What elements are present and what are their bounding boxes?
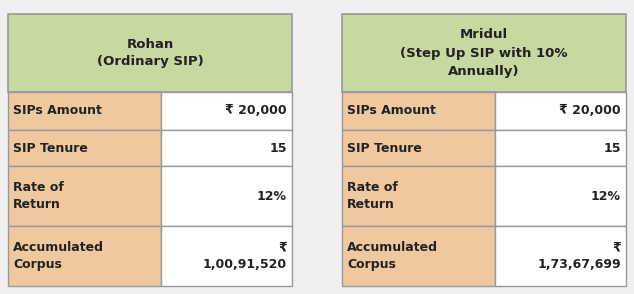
Text: ₹
1,00,91,520: ₹ 1,00,91,520 — [203, 241, 287, 270]
Bar — [495, 92, 626, 130]
Bar — [495, 226, 626, 286]
Text: 12%: 12% — [257, 190, 287, 203]
Text: ₹
1,73,67,699: ₹ 1,73,67,699 — [538, 241, 621, 270]
Text: SIP Tenure: SIP Tenure — [13, 141, 88, 155]
Text: Mridul
(Step Up SIP with 10%
Annually): Mridul (Step Up SIP with 10% Annually) — [400, 29, 568, 78]
Text: Rohan
(Ordinary SIP): Rohan (Ordinary SIP) — [96, 38, 204, 69]
Text: SIP Tenure: SIP Tenure — [347, 141, 422, 155]
Text: SIPs Amount: SIPs Amount — [347, 104, 436, 118]
Text: 15: 15 — [269, 141, 287, 155]
Bar — [342, 130, 495, 166]
Bar — [342, 14, 626, 92]
Bar — [8, 130, 162, 166]
Text: ₹ 20,000: ₹ 20,000 — [225, 104, 287, 118]
Bar — [342, 166, 495, 226]
Text: ₹ 20,000: ₹ 20,000 — [559, 104, 621, 118]
Bar — [8, 92, 162, 130]
Text: Accumulated
Corpus: Accumulated Corpus — [13, 241, 104, 271]
Bar — [342, 92, 495, 130]
Bar — [8, 14, 292, 92]
Bar — [342, 226, 495, 286]
Text: 12%: 12% — [591, 190, 621, 203]
Text: Rate of
Return: Rate of Return — [13, 181, 64, 211]
Text: 15: 15 — [604, 141, 621, 155]
Bar — [495, 166, 626, 226]
Text: Rate of
Return: Rate of Return — [347, 181, 398, 211]
Text: Accumulated
Corpus: Accumulated Corpus — [347, 241, 438, 271]
Bar — [162, 166, 292, 226]
Bar — [162, 130, 292, 166]
Bar — [162, 226, 292, 286]
Bar — [8, 226, 162, 286]
Bar — [8, 166, 162, 226]
Bar — [495, 130, 626, 166]
Bar — [162, 92, 292, 130]
Text: SIPs Amount: SIPs Amount — [13, 104, 102, 118]
